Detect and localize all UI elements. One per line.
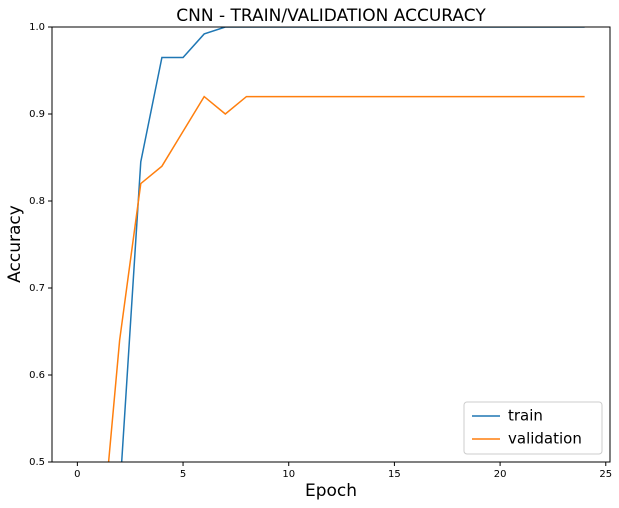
y-tick-label: 0.9 <box>29 109 45 120</box>
x-tick-label: 10 <box>282 469 295 480</box>
x-tick-label: 15 <box>388 469 401 480</box>
plot-frame <box>51 26 611 463</box>
x-tick-label: 0 <box>74 469 80 480</box>
chart-title: CNN - TRAIN/VALIDATION ACCURACY <box>176 6 486 26</box>
x-tick-label: 5 <box>180 469 186 480</box>
y-tick-label: 0.6 <box>29 370 45 381</box>
plot-area <box>107 27 585 462</box>
x-tick-label: 25 <box>599 469 612 480</box>
y-axis-label: Accuracy <box>5 205 25 283</box>
y-tick-label: 0.7 <box>29 283 45 294</box>
series-line <box>120 27 585 462</box>
legend-box <box>463 401 603 455</box>
y-tick-label: 1.0 <box>29 22 45 33</box>
series-line <box>107 95 585 462</box>
y-tick-label: 0.8 <box>29 196 45 207</box>
legend-label: validation <box>508 430 582 448</box>
y-tick-label: 0.5 <box>29 457 45 468</box>
x-axis-label: Epoch <box>305 481 357 501</box>
x-tick-label: 20 <box>494 469 507 480</box>
legend-label: train <box>508 407 543 425</box>
